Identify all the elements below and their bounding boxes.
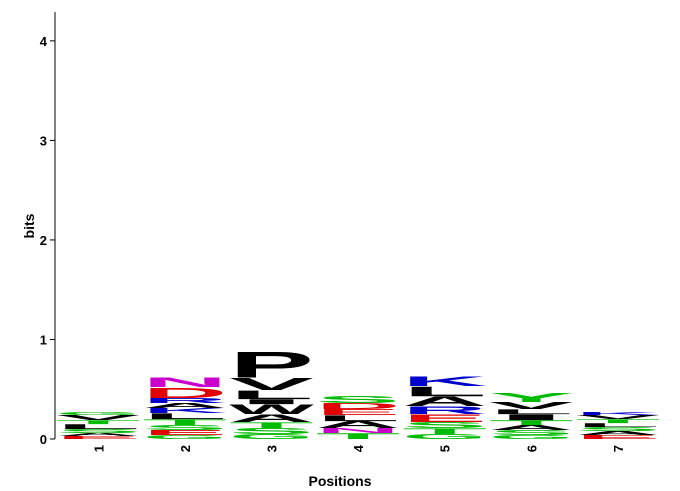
logo-letter: L [489,408,574,416]
logo-letter: T [229,421,314,430]
logo-letter: K [402,374,487,389]
logo-letter: A [489,424,574,432]
logo-letter: V [576,414,661,420]
y-tick-label: 0 [40,432,47,447]
logo-letter: L [316,414,401,423]
logo-letter: E [576,434,661,440]
logo-letter: T [143,418,228,427]
logo-letter: S [402,421,487,430]
logo-letter: S [56,428,141,434]
logo-letter: N [316,427,401,435]
logo-letter: S [316,395,401,406]
logo-letter: I [229,398,314,406]
x-tick-label: 1 [91,445,106,452]
logo-letter: G [229,433,314,441]
y-tick-label: 1 [40,332,47,347]
logo-letter: D [143,385,228,402]
logo-letter: T [489,419,574,427]
logo-letter: L [229,388,314,402]
logo-letter: S [576,426,661,432]
logo-letter: S [229,427,314,436]
logo-letter: A [402,394,487,409]
logo-letter: P [229,344,314,386]
logo-letter: T [56,419,141,425]
logo-letter: T [402,427,487,436]
x-tick-label: 5 [438,445,453,452]
logo-letter: N [143,375,228,390]
y-tick-label: 4 [40,34,48,49]
logo-letter: V [56,414,141,422]
logo-letter: L [56,423,141,431]
y-tick-label: 3 [40,133,47,148]
logo-letter: A [56,432,141,437]
logo-letter: A [143,402,228,410]
logo-letter: R [402,404,487,416]
logo-letter: T [576,418,661,424]
x-tick-label: 6 [524,445,539,452]
logo-letter: A [229,412,314,424]
logo-letter: D [316,402,401,411]
y-tick-label: 2 [40,233,47,248]
logo-letter: A [576,430,661,436]
logo-letter: A [316,419,401,430]
logo-letter: G [143,434,228,440]
logo-letter: G [402,433,487,441]
logo-letter: V [229,374,314,394]
logo-letter: K [143,407,228,415]
logo-letter: G [56,411,141,416]
logo-letter: G [489,434,574,440]
x-tick-label: 3 [265,445,280,452]
logo-letter: E [402,412,487,424]
logo-letter: K [576,411,661,416]
logo-letter: W [229,402,314,417]
logo-letter: L [143,412,228,421]
y-axis-label: bits [21,213,37,238]
logo-letter: E [143,429,228,437]
logo-letter: E [316,408,401,417]
x-tick-label: 4 [351,444,366,452]
logo-letter: I [489,413,574,422]
logo-letter: S [489,429,574,437]
x-axis-label: Positions [308,473,371,489]
logo-letter: V [489,401,574,412]
logo-letter: T [316,432,401,441]
logo-letter: E [56,435,141,440]
logo-letter: Y [489,391,574,405]
logo-letter: L [402,384,487,399]
x-tick-label: 7 [611,445,626,452]
logo-letter: R [143,397,228,405]
x-tick-label: 2 [178,445,193,452]
logo-letter: S [143,424,228,432]
logo-letter: L [576,422,661,428]
